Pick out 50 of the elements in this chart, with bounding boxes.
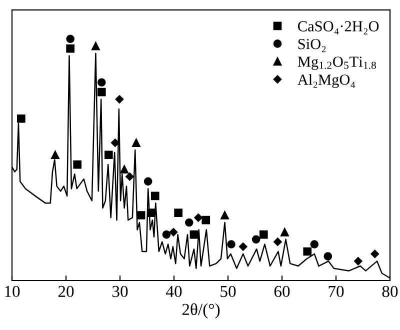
point [280, 228, 289, 236]
point [120, 165, 128, 174]
point [92, 42, 100, 50]
x-tick-label: 40 [166, 286, 182, 298]
point [310, 240, 319, 248]
point [184, 218, 194, 227]
x-tick-label: 70 [328, 286, 344, 298]
point [227, 240, 236, 248]
point [194, 214, 202, 222]
x-tick-label: 10 [5, 286, 20, 298]
point [136, 211, 146, 220]
point [354, 257, 362, 266]
legend-label: Al₂MgO₄ [298, 74, 356, 88]
point [190, 230, 198, 239]
point [104, 150, 113, 160]
point [97, 78, 106, 87]
point [97, 88, 106, 96]
x-tick-label: 30 [112, 286, 128, 298]
point [73, 160, 82, 169]
point [66, 34, 74, 44]
point [370, 250, 380, 258]
legend-label: SiO₂ [298, 38, 326, 52]
point [252, 235, 260, 244]
point [51, 150, 60, 160]
x-tick-label: 20 [58, 286, 74, 298]
point [132, 138, 140, 147]
point [115, 95, 124, 104]
x-axis-title: 2θ/(°) [182, 303, 220, 318]
point [324, 252, 332, 261]
point [111, 138, 120, 147]
point [144, 177, 152, 186]
point [220, 211, 229, 220]
point [17, 114, 26, 123]
point [202, 216, 210, 224]
x-tick-label: 80 [382, 286, 398, 298]
point [274, 238, 282, 246]
legend-label: CaSO₄·2H₂O [298, 21, 379, 34]
x-tick-label: 60 [274, 286, 290, 298]
legend-label: Mg$_{1.2}$O$_{5}$Ti$_{1.8}$ [298, 56, 376, 70]
point [259, 230, 268, 239]
point [174, 208, 182, 218]
point [169, 228, 178, 236]
point [162, 230, 171, 239]
point [150, 192, 160, 200]
point [66, 44, 74, 53]
point [303, 247, 312, 256]
point [126, 172, 134, 181]
x-tick-label: 50 [220, 286, 236, 298]
point [147, 208, 156, 218]
point [238, 242, 248, 251]
